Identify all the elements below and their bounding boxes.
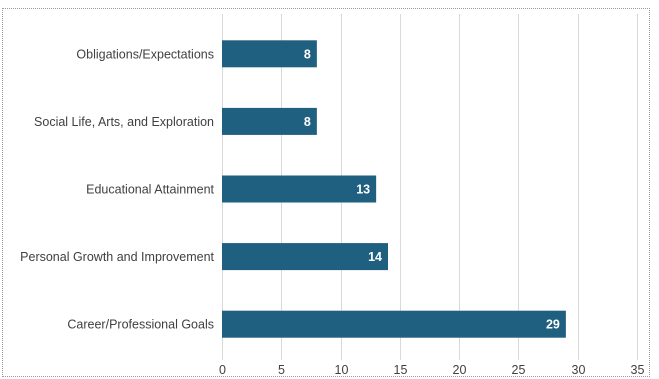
- bar: [222, 40, 317, 68]
- category-label: Social Life, Arts, and Exploration: [34, 115, 214, 129]
- bar: [222, 310, 566, 338]
- x-tick-label: 25: [512, 363, 526, 377]
- data-label: 29: [546, 318, 560, 332]
- x-tick-label: 15: [394, 363, 408, 377]
- x-tick-label: 5: [278, 363, 285, 377]
- x-tick-label: 0: [219, 363, 226, 377]
- data-label: 8: [304, 47, 311, 61]
- bars: 8 8 13 14 29: [222, 40, 566, 338]
- category-label: Career/Professional Goals: [67, 318, 214, 332]
- bar: [222, 175, 377, 203]
- category-label: Personal Growth and Improvement: [20, 250, 214, 264]
- x-tick-labels: 0 5 10 15 20 25 30 35: [219, 363, 644, 377]
- category-label: Obligations/Expectations: [76, 47, 214, 61]
- category-label: Educational Attainment: [86, 183, 214, 197]
- x-tick-label: 10: [335, 363, 349, 377]
- chart-frame: [2, 8, 650, 377]
- bar: [222, 107, 317, 135]
- category-labels: Obligations/Expectations Social Life, Art…: [20, 47, 214, 331]
- x-tick-label: 35: [631, 363, 645, 377]
- data-label: 13: [356, 183, 370, 197]
- x-tick-label: 20: [453, 363, 467, 377]
- x-tick-label: 30: [572, 363, 586, 377]
- data-label: 14: [368, 250, 382, 264]
- data-label: 8: [304, 115, 311, 129]
- gridlines: [222, 14, 638, 360]
- bar: [222, 243, 388, 271]
